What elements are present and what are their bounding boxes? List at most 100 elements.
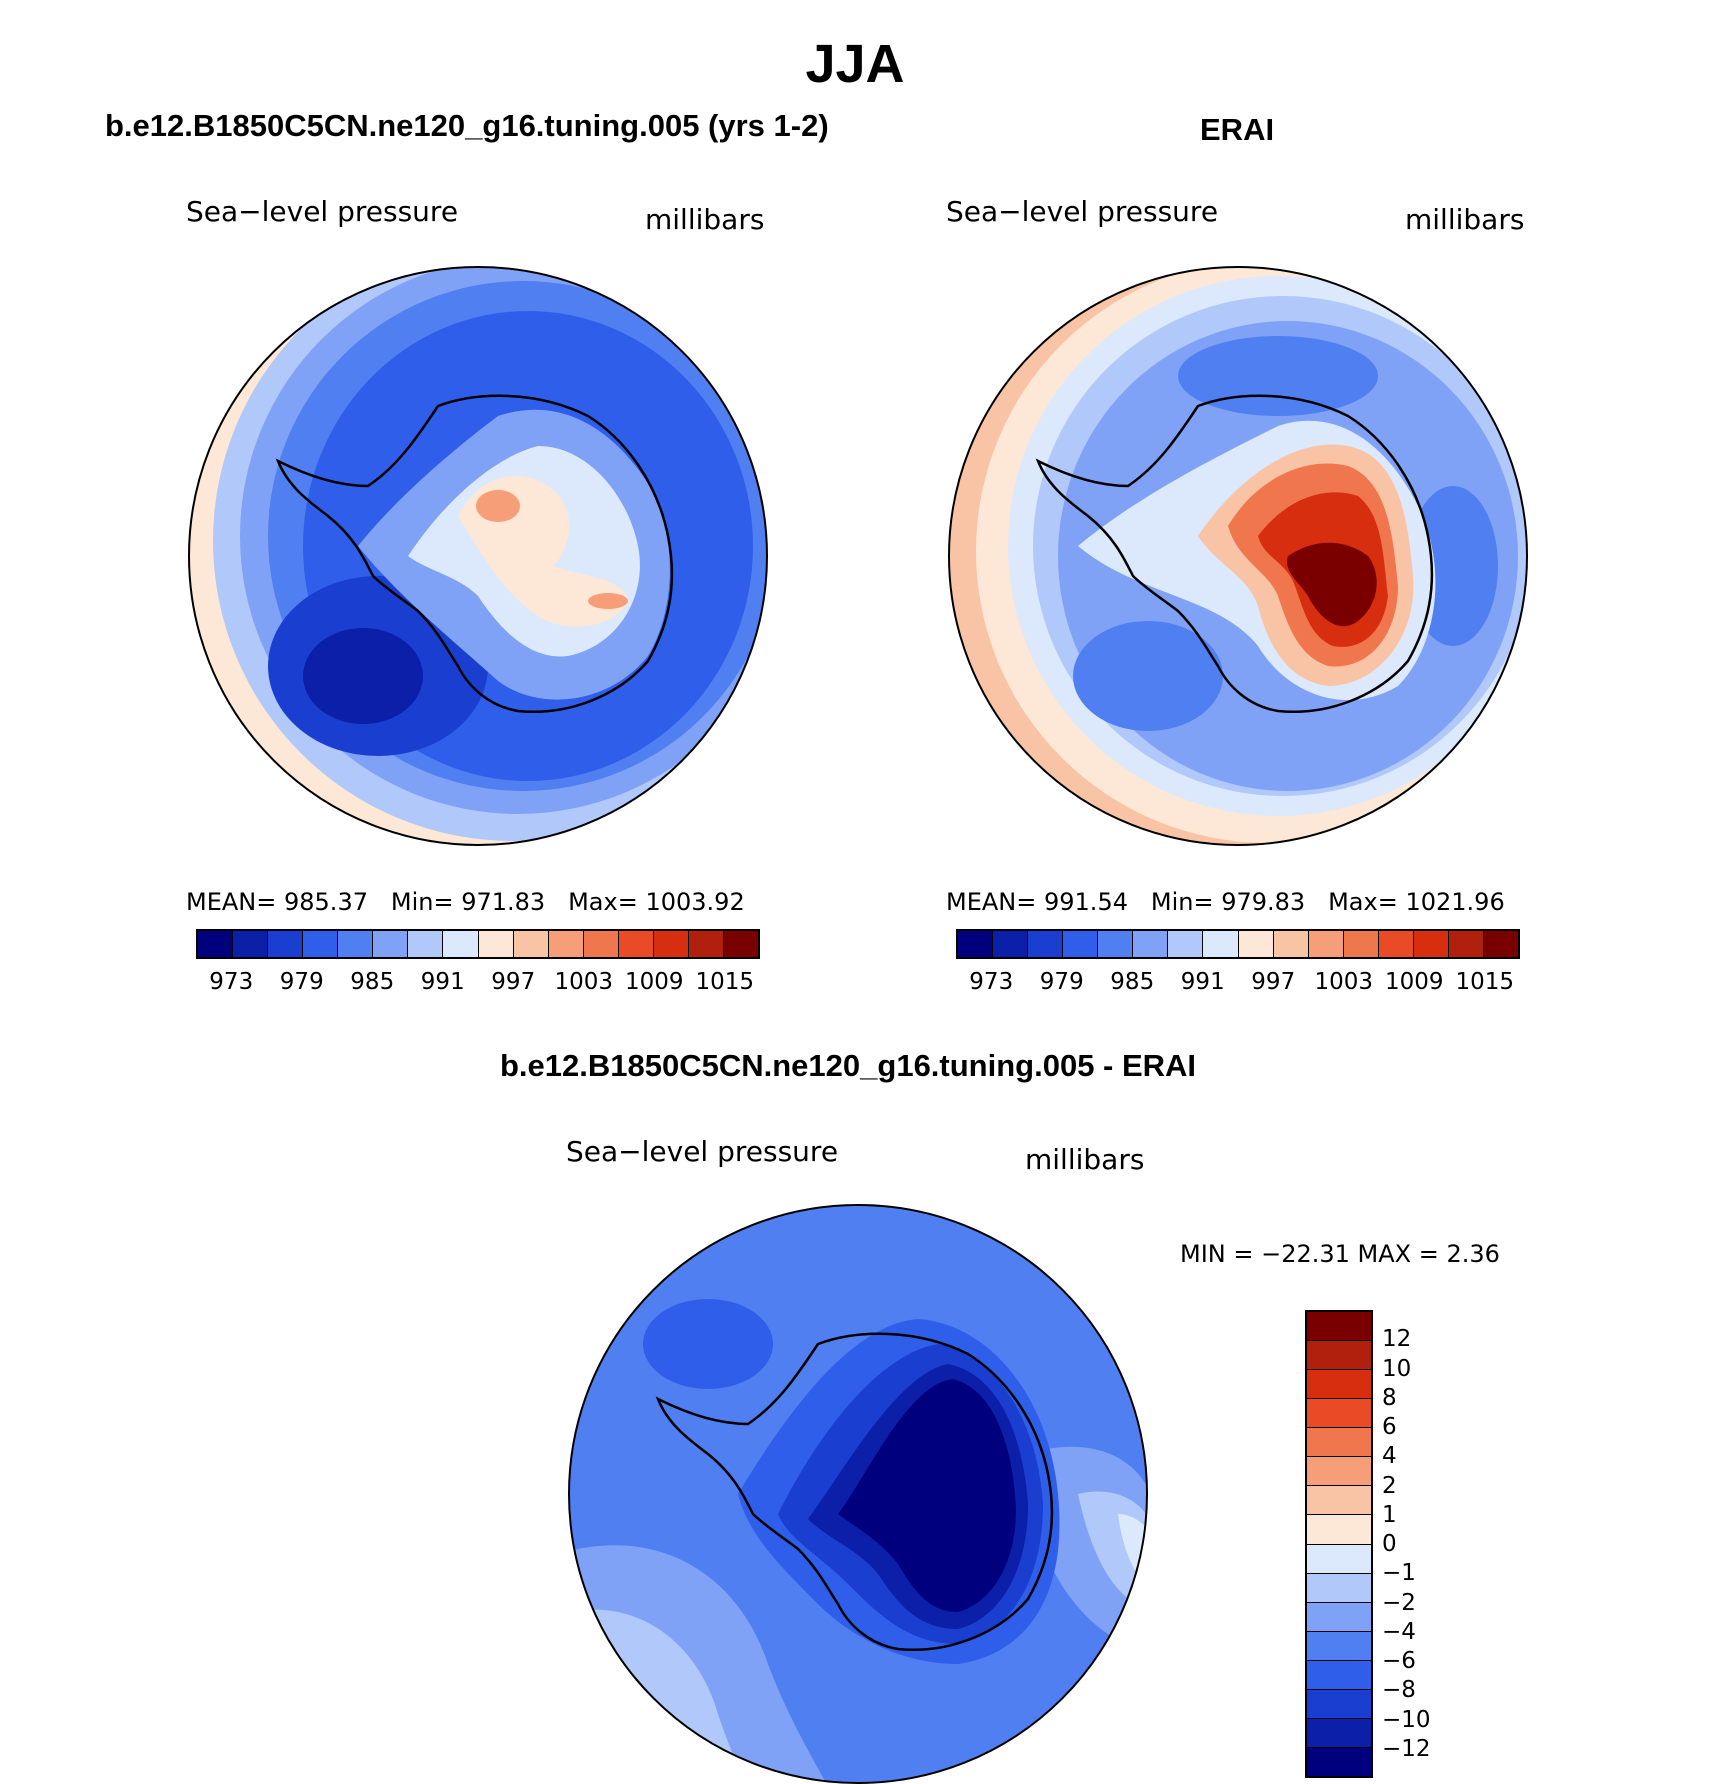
panel1-mean-value: 985.37	[284, 888, 368, 916]
panel1-colorbar-tick: 1015	[695, 969, 755, 995]
panel2-colorbar-swatch	[1238, 931, 1274, 957]
panel1-colorbar-swatch	[653, 931, 689, 957]
panel1-map	[188, 266, 768, 846]
panel1-colorbar-tick: 1009	[624, 969, 684, 995]
panel2-colorbar-swatch	[1203, 931, 1239, 957]
panel3-colorbar-tick: 10	[1382, 1355, 1412, 1382]
panel1-units-label: millibars	[645, 203, 765, 236]
panel1-colorbar-tick: 1003	[554, 969, 614, 995]
panel3-colorbar-swatch	[1307, 1399, 1371, 1429]
panel3-region-min-core	[838, 1379, 1016, 1612]
panel3-map-border	[568, 1204, 1148, 1784]
panel3-colorbar-swatch	[1307, 1573, 1371, 1603]
panel2-colorbar-swatch	[1343, 931, 1379, 957]
panel3-colorbar-tick: 1	[1382, 1501, 1397, 1528]
panel3-colorbar-swatch	[1307, 1428, 1371, 1458]
panel3-region-west-pos2	[569, 1722, 633, 1783]
panel3-region-low1	[643, 1299, 773, 1389]
panel3-colorbar-swatch	[1307, 1486, 1371, 1516]
panel2-colorbar-swatch	[1028, 931, 1064, 957]
panel1-colorbar-swatch	[303, 931, 339, 957]
panel1-colorbar	[196, 929, 760, 959]
panel2-colorbar-swatch	[1378, 931, 1414, 957]
panel3-colorbar-swatch	[1307, 1370, 1371, 1400]
panel1-colorbar-tick: 973	[209, 969, 254, 995]
panel1-colorbar-swatch	[198, 931, 234, 957]
panel1-colorbar-tick: 985	[350, 969, 395, 995]
panel3-colorbar-tick: 4	[1382, 1443, 1397, 1470]
panel1-colorbar-swatch	[338, 931, 374, 957]
panel1-colorbar-tick: 991	[420, 969, 465, 995]
panel3-stats: MIN = −22.31 MAX = 2.36	[1180, 1240, 1500, 1268]
panel2-colorbar-swatch	[1413, 931, 1449, 957]
panel1-region-peak2	[588, 593, 628, 609]
panel1-title: b.e12.B1850C5CN.ne120_g16.tuning.005 (yr…	[105, 108, 829, 143]
panel3-title: b.e12.B1850C5CN.ne120_g16.tuning.005 - E…	[500, 1048, 1197, 1083]
panel3-colorbar-tick: −8	[1382, 1677, 1416, 1704]
panel3-colorbar-tick: −4	[1382, 1618, 1416, 1645]
panel2-colorbar-swatch	[1168, 931, 1204, 957]
panel2-colorbar-swatch	[958, 931, 994, 957]
panel1-colorbar-swatch	[268, 931, 304, 957]
panel2-mean-value: 991.54	[1044, 888, 1128, 916]
panel1-min-label: Min=	[390, 888, 454, 916]
panel2-colorbar-swatch	[993, 931, 1029, 957]
panel2-region-peak	[1287, 542, 1377, 627]
panel3-coastline	[655, 1332, 1054, 1651]
panel2-map	[948, 266, 1528, 846]
panel2-stats: MEAN= 991.54 Min= 979.83 Max= 1021.96	[946, 888, 1505, 916]
panel3-colorbar-swatch	[1307, 1602, 1371, 1632]
panel3-units-label: millibars	[1025, 1143, 1145, 1176]
panel2-region-low3	[1073, 621, 1223, 731]
panel2-colorbar-tick: 1003	[1314, 969, 1374, 995]
panel2-max-value: 1021.96	[1405, 888, 1505, 916]
panel1-region-peak1	[476, 490, 520, 522]
panel1-map-border	[188, 266, 768, 846]
panel2-colorbar-tick: 979	[1039, 969, 1084, 995]
panel3-colorbar-swatch	[1307, 1515, 1371, 1545]
panel1-colorbar-swatch	[373, 931, 409, 957]
panel3-field-label: Sea−level pressure	[566, 1135, 839, 1168]
panel3-colorbar-swatch	[1307, 1341, 1371, 1371]
panel2-colorbar-swatch	[1133, 931, 1169, 957]
panel1-field-label: Sea−level pressure	[186, 195, 459, 228]
panel1-colorbar-swatch	[618, 931, 654, 957]
panel2-colorbar-tick: 973	[969, 969, 1014, 995]
panel3-colorbar-tick: −2	[1382, 1589, 1416, 1616]
panel1-stats: MEAN= 985.37 Min= 971.83 Max= 1003.92	[186, 888, 745, 916]
panel2-max-label: Max=	[1328, 888, 1398, 916]
panel1-max-label: Max=	[568, 888, 638, 916]
panel3-colorbar-swatch	[1307, 1544, 1371, 1574]
panel3-colorbar	[1305, 1310, 1373, 1778]
panel3-colorbar-swatch	[1307, 1660, 1371, 1690]
panel2-colorbar-swatch	[1098, 931, 1134, 957]
panel2-colorbar-swatch	[1273, 931, 1309, 957]
panel3-colorbar-tick: −10	[1382, 1706, 1431, 1733]
panel2-min-value: 979.83	[1221, 888, 1306, 916]
panel3-colorbar-swatch	[1307, 1631, 1371, 1661]
panel1-colorbar-swatch	[688, 931, 724, 957]
panel1-min-value: 971.83	[461, 888, 546, 916]
panel1-colorbar-swatch	[408, 931, 444, 957]
panel2-units-label: millibars	[1405, 203, 1525, 236]
panel1-colorbar-swatch	[513, 931, 549, 957]
panel3-colorbar-tick: 6	[1382, 1414, 1397, 1440]
panel2-colorbar-tick: 997	[1251, 969, 1296, 995]
panel1-colorbar-tick: 979	[279, 969, 324, 995]
panel2-title: ERAI	[1200, 112, 1275, 147]
panel1-mean-label: MEAN=	[186, 888, 277, 916]
panel3-colorbar-swatch	[1307, 1747, 1371, 1776]
panel3-colorbar-tick: −1	[1382, 1560, 1416, 1587]
panel2-colorbar-tick: 991	[1180, 969, 1225, 995]
panel2-mean-label: MEAN=	[946, 888, 1037, 916]
panel1-coastline	[275, 394, 674, 713]
panel2-colorbar-swatch	[1063, 931, 1099, 957]
panel2-map-border	[948, 266, 1528, 846]
panel2-colorbar-tick: 1015	[1455, 969, 1515, 995]
panel3-colorbar-tick: −12	[1382, 1735, 1431, 1762]
panel3-colorbar-swatch	[1307, 1312, 1371, 1342]
panel3-colorbar-tick: −6	[1382, 1648, 1416, 1674]
panel2-colorbar	[956, 929, 1520, 959]
panel2-region-low1	[1178, 336, 1378, 416]
panel3-colorbar-swatch	[1307, 1457, 1371, 1487]
